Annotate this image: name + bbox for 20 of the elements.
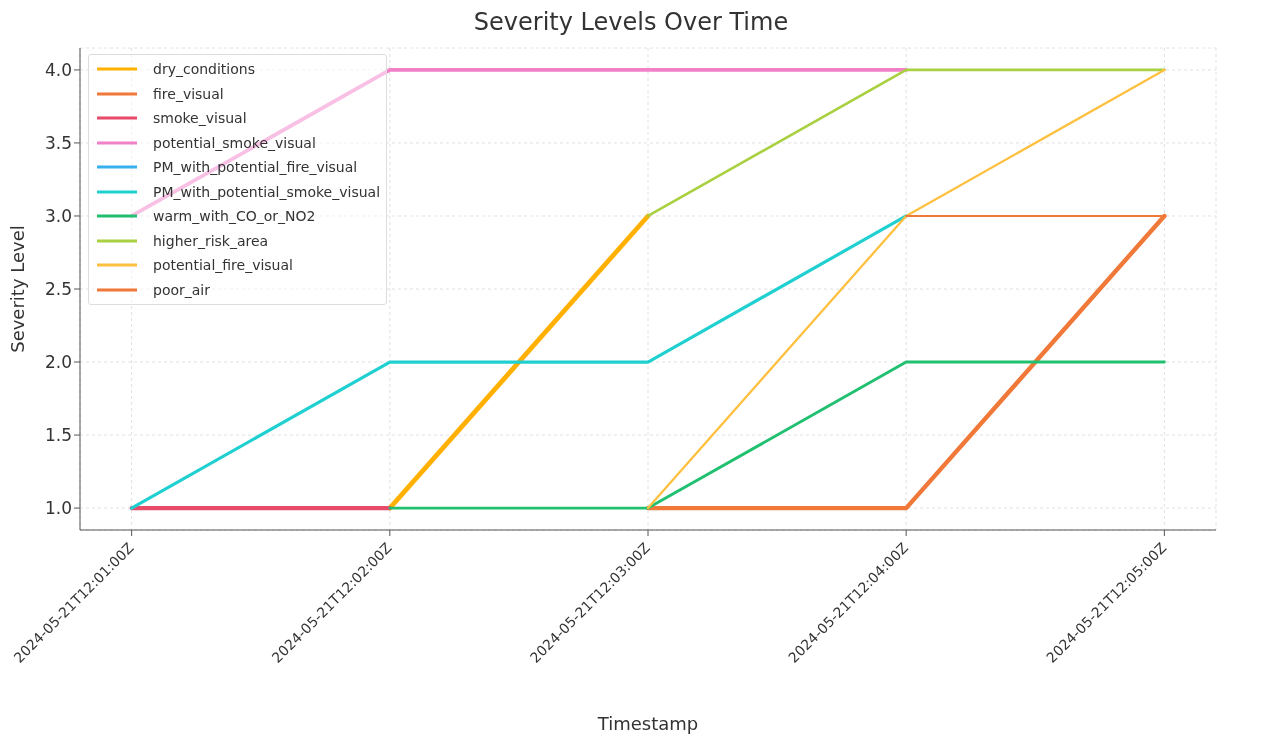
legend-label: PM_with_potential_smoke_visual (153, 183, 381, 200)
y-tick-label: 2.0 (44, 352, 72, 373)
y-tick-label: 4.0 (44, 59, 72, 80)
y-tick-label: 3.0 (44, 206, 72, 226)
legend-label: PM_with_potential_fire_visual (153, 159, 358, 176)
y-tick-label: 1.0 (44, 498, 72, 519)
legend-label: fire_visual (153, 85, 224, 102)
legend-label: smoke_visual (153, 110, 247, 127)
y-axis-title: Severity Level (7, 225, 29, 353)
legend-label: higher_risk_area (153, 232, 269, 249)
legend-label: potential_fire_visual (153, 257, 293, 274)
legend-label: potential_smoke_visual (153, 134, 316, 151)
legend-label: warm_with_CO_or_NO2 (153, 208, 316, 225)
legend-label: poor_air (153, 281, 210, 298)
x-axis-title: Timestamp (596, 713, 699, 734)
legend-label: dry_conditions (153, 61, 255, 78)
y-tick-label: 3.5 (44, 132, 72, 153)
chart-title: Severity Levels Over Time (472, 8, 790, 38)
y-tick-label: 1.5 (44, 425, 72, 446)
y-tick-label: 2.5 (44, 279, 72, 300)
